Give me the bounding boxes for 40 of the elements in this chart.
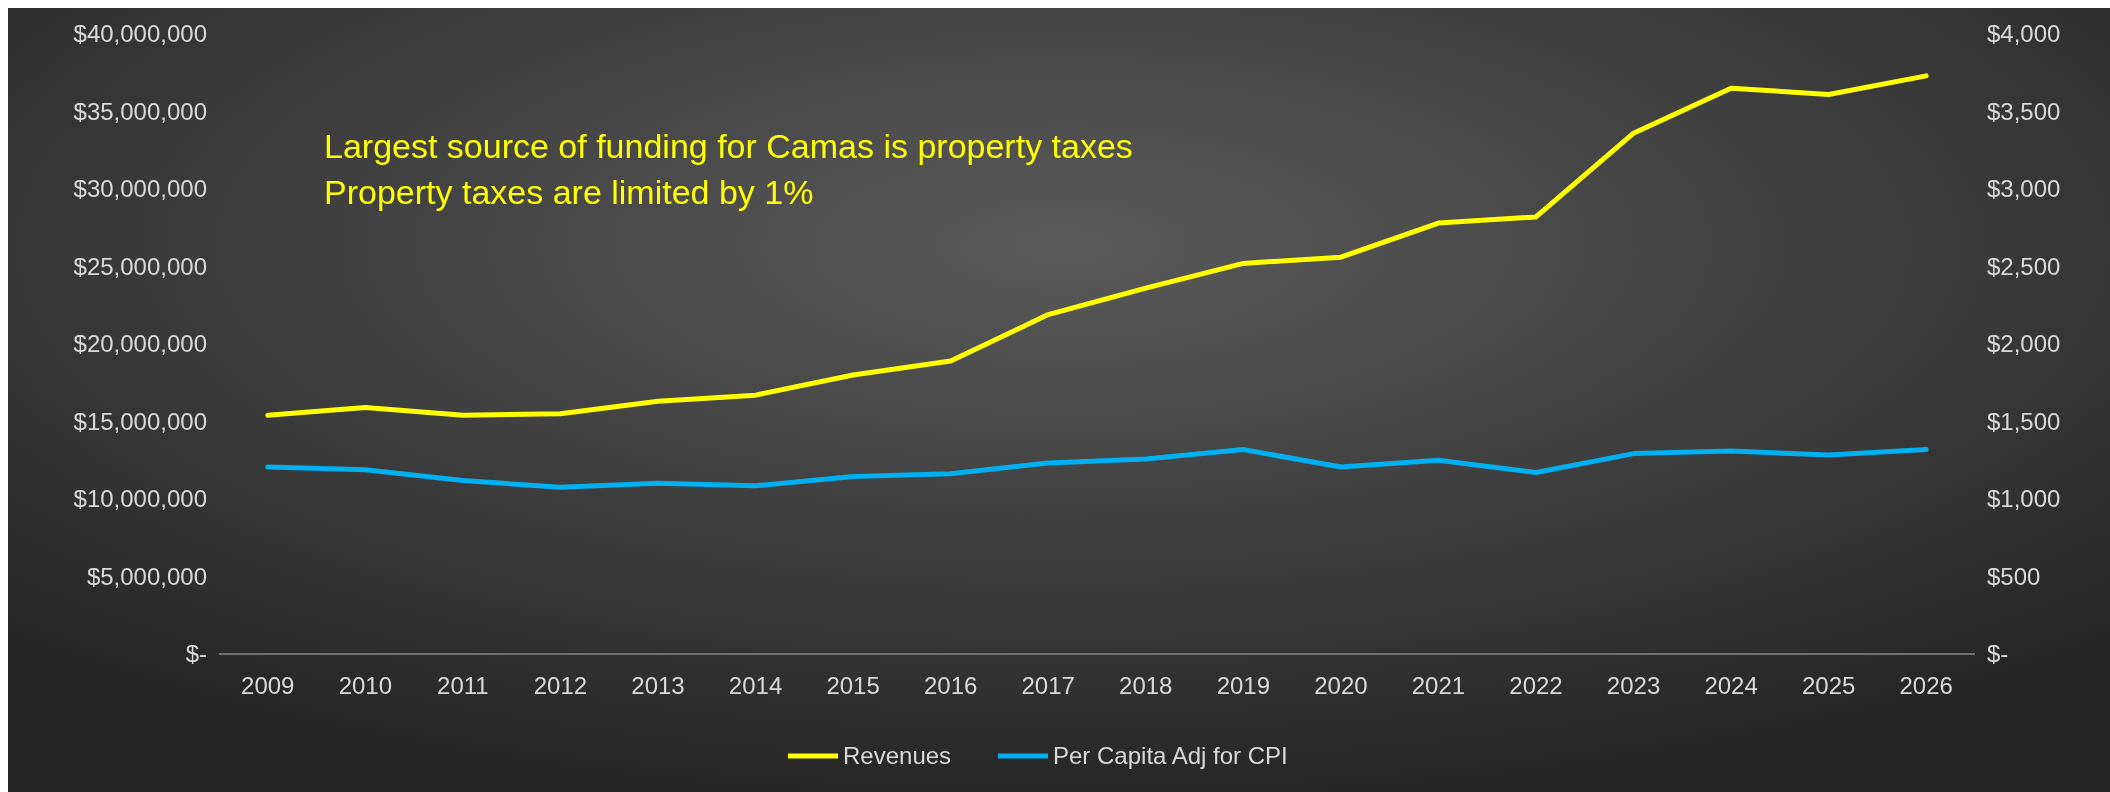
y-tick-label: $- [185, 640, 207, 668]
x-tick-label: 2018 [1119, 672, 1173, 699]
y2-tick-label: $500 [1987, 562, 2041, 590]
x-tick-label: 2019 [1216, 672, 1271, 699]
x-tick-label: 2022 [1509, 672, 1563, 699]
x-tick-label: 2010 [338, 672, 393, 699]
x-tick-label: 2014 [728, 672, 783, 699]
y-tick-label: $20,000,000 [73, 330, 207, 358]
x-tick-label: 2016 [923, 672, 978, 699]
y2-tick-label: $2,500 [1987, 252, 2061, 280]
x-tick-label: 2020 [1314, 672, 1368, 699]
x-tick-label: 2009 [241, 672, 295, 699]
x-tick-label: 2025 [1801, 672, 1856, 699]
y2-tick-label: $1,000 [1987, 485, 2061, 513]
x-tick-label: 2017 [1021, 672, 1075, 699]
y-tick-label: $40,000,000 [73, 20, 207, 48]
y-tick-label: $25,000,000 [73, 252, 207, 280]
x-tick-label: 2026 [1899, 672, 1953, 699]
y2-tick-label: $2,000 [1987, 330, 2061, 358]
legend-label: Per Capita Adj for CPI [1053, 742, 1288, 770]
y2-tick-label: $4,000 [1987, 20, 2061, 48]
y-tick-label: $10,000,000 [73, 485, 207, 513]
y2-tick-label: $3,500 [1987, 97, 2061, 125]
y-tick-label: $15,000,000 [73, 407, 207, 435]
y2-tick-label: $1,500 [1987, 407, 2061, 435]
x-tick-label: 2011 [437, 672, 489, 699]
x-tick-label: 2023 [1606, 672, 1661, 699]
y-tick-label: $30,000,000 [73, 175, 207, 203]
annotation: Property taxes are limited by 1% [324, 173, 814, 211]
x-tick-label: 2024 [1704, 672, 1758, 699]
y2-tick-label: $- [1987, 640, 2009, 668]
annotation: Largest source of funding for Camas is property taxes [324, 127, 1133, 165]
x-tick-label: 2012 [533, 672, 588, 699]
y-tick-label: $35,000,000 [73, 97, 207, 125]
legend-label: Revenues [843, 742, 952, 770]
x-tick-label: 2013 [631, 672, 685, 699]
x-tick-label: 2021 [1411, 672, 1466, 699]
y2-tick-label: $3,000 [1987, 175, 2061, 203]
x-tick-label: 2015 [826, 672, 880, 699]
y-tick-label: $5,000,000 [86, 562, 207, 590]
